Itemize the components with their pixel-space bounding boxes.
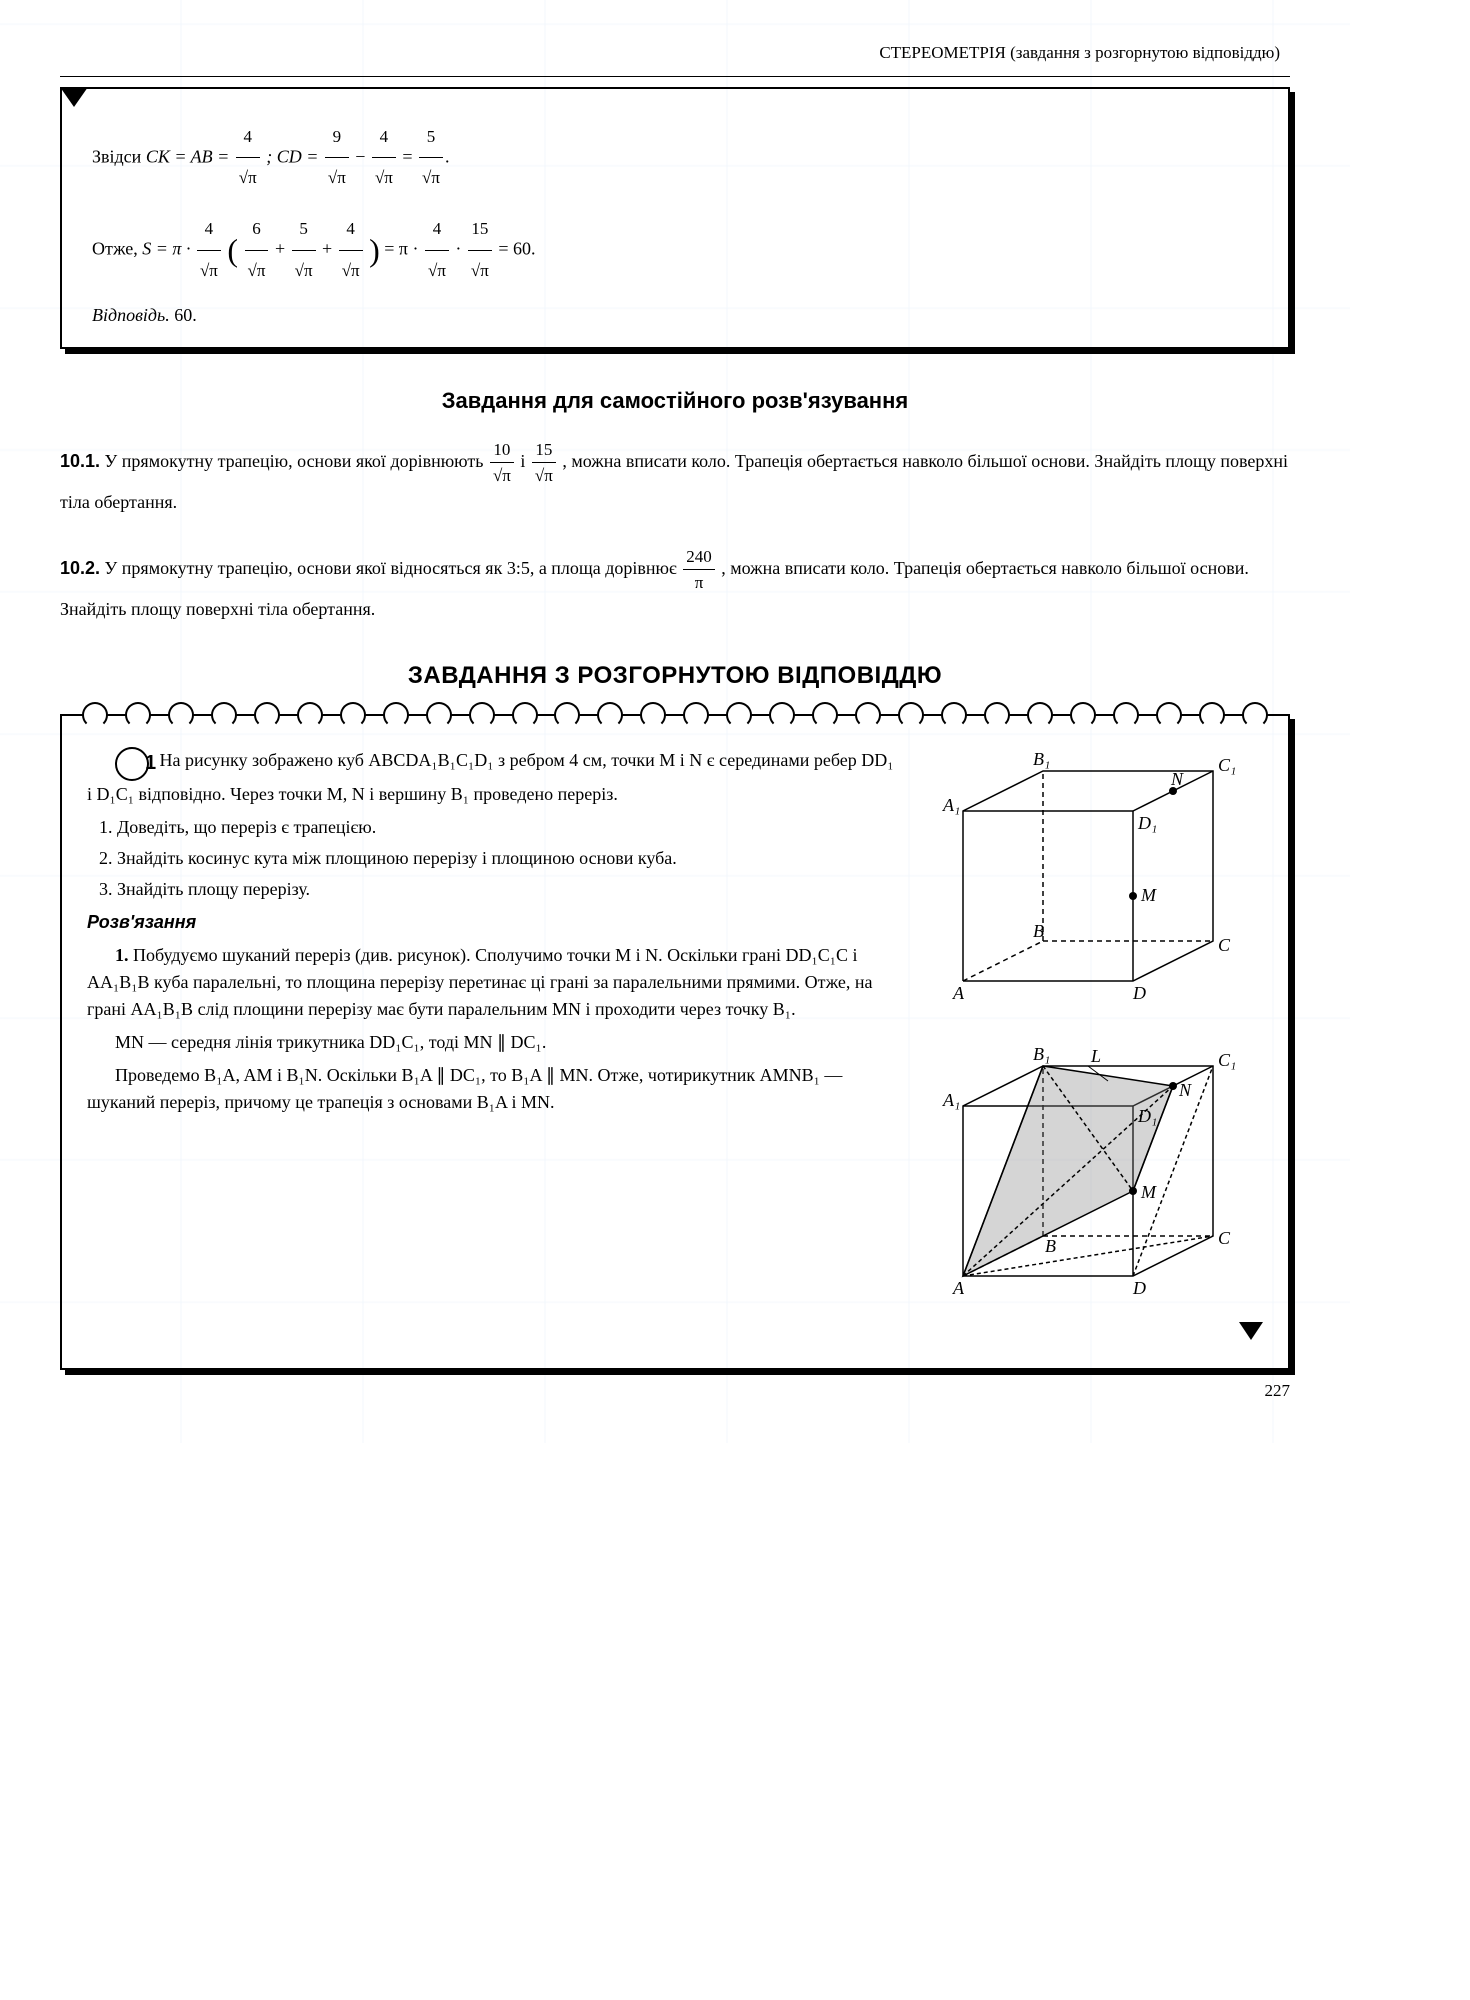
solution-paragraph-1: 1. Побудуємо шуканий переріз (див. рисун… (87, 942, 903, 1023)
svg-text:C₁: C₁ (1218, 755, 1236, 775)
svg-text:M: M (1140, 885, 1157, 905)
svg-text:B₁: B₁ (1033, 749, 1050, 769)
section-title-detailed-answer: ЗАВДАННЯ З РОЗГОРНУТОЮ ВІДПОВІДДЮ (60, 658, 1290, 694)
eq: S = π · (142, 239, 190, 259)
op: + (322, 239, 337, 259)
svg-text:D₁: D₁ (1137, 1106, 1157, 1126)
problem-number: 10.1. (60, 451, 100, 471)
fraction: 4√π (372, 117, 396, 200)
task-question-3: Знайдіть площу перерізу. (117, 876, 903, 903)
text: Отже, (92, 239, 138, 259)
task-intro: На рисунку зображено куб ABCDA₁B₁C₁D₁ з … (87, 750, 894, 804)
svg-text:N: N (1170, 769, 1184, 789)
fraction: 240π (683, 544, 715, 596)
fraction: 15√π (468, 209, 492, 292)
op: = π · (384, 239, 418, 259)
text: Звідси (92, 146, 141, 166)
fraction: 5√π (292, 209, 316, 292)
eq: CK = AB = (146, 146, 229, 166)
svg-text:D: D (1132, 1278, 1146, 1298)
op: · (455, 239, 466, 259)
svg-text:B: B (1045, 1236, 1056, 1256)
chapter-title: СТЕРЕОМЕТРІЯ (879, 43, 1006, 62)
svg-text:C: C (1218, 935, 1231, 955)
svg-text:A₁: A₁ (942, 795, 960, 815)
fraction: 6√π (245, 209, 269, 292)
problem-10-1: 10.1. У прямокутну трапецію, основи якої… (60, 437, 1290, 516)
task-number-circle: 1 (115, 747, 149, 781)
cube-diagram-1: A B C D A₁ B₁ C₁ D₁ M N (923, 741, 1243, 1011)
answer-label: Відповідь. (92, 305, 170, 325)
chapter-subtitle: (завдання з розгорнутою відповіддю) (1010, 43, 1280, 62)
svg-text:L: L (1090, 1046, 1101, 1066)
task-question-1: Доведіть, що переріз є трапецією. (117, 814, 903, 841)
solution-paragraph-3: Проведемо B₁A, AM і B₁N. Оскільки B₁A ∥ … (87, 1062, 903, 1116)
page-number: 227 (60, 1378, 1290, 1404)
op: = (402, 146, 417, 166)
svg-text:C: C (1218, 1228, 1231, 1248)
eq: ; CD = (266, 146, 318, 166)
paren: ( (227, 232, 238, 268)
fraction: 9√π (325, 117, 349, 200)
fraction: 4√π (197, 209, 221, 292)
triangle-marker-bottom (1239, 1322, 1263, 1340)
page-header: СТЕРЕОМЕТРІЯ (завдання з розгорнутою від… (60, 40, 1290, 66)
svg-text:A: A (952, 1278, 965, 1298)
solution-line-1: Звідси CK = AB = 4√π ; CD = 9√π − 4√π = … (92, 117, 1258, 200)
task-figures-column: A B C D A₁ B₁ C₁ D₁ M N (923, 741, 1263, 1321)
triangle-marker-top (60, 87, 88, 107)
task-questions-list: Доведіть, що переріз є трапецією. Знайді… (117, 814, 903, 903)
task-question-2: Знайдіть косинус кута між площиною перер… (117, 845, 903, 872)
svg-text:A₁: A₁ (942, 1090, 960, 1110)
fraction: 4√π (339, 209, 363, 292)
op: + (275, 239, 290, 259)
fraction: 15√π (532, 437, 556, 489)
svg-text:B₁: B₁ (1033, 1044, 1050, 1064)
text: У прямокутну трапецію, основи якої дорів… (105, 451, 484, 471)
problem-10-2: 10.2. У прямокутну трапецію, основи якої… (60, 544, 1290, 623)
svg-text:N: N (1178, 1080, 1192, 1100)
result: = 60. (498, 239, 535, 259)
solution-label: Розв'язання (87, 909, 903, 936)
spiral-notebook-box: 1 На рисунку зображено куб ABCDA₁B₁C₁D₁ … (60, 714, 1290, 1370)
section-title-self-solve: Завдання для самостійного розв'язування (60, 384, 1290, 417)
triangle-marker-bottom-wrap (87, 1321, 1263, 1348)
svg-text:M: M (1140, 1182, 1157, 1202)
problem-number: 10.2. (60, 558, 100, 578)
solution-paragraph-2: MN — середня лінія трикутника DD₁C₁, тод… (87, 1029, 903, 1056)
op: − (355, 146, 370, 166)
fraction: 4√π (425, 209, 449, 292)
spiral-binding (82, 702, 1268, 728)
svg-text:D: D (1132, 983, 1146, 1003)
svg-text:D₁: D₁ (1137, 813, 1157, 833)
header-rule (60, 76, 1290, 77)
fraction: 10√π (490, 437, 514, 489)
svg-text:B: B (1033, 921, 1044, 941)
text: У прямокутну трапецію, основи якої відно… (105, 558, 677, 578)
answer-line: Відповідь. 60. (92, 302, 1258, 329)
fraction: 4√π (236, 117, 260, 200)
svg-text:A: A (952, 983, 965, 1003)
paren: ) (369, 232, 380, 268)
solution-line-2: Отже, S = π · 4√π ( 6√π + 5√π + 4√π ) = … (92, 209, 1258, 292)
svg-text:C₁: C₁ (1218, 1050, 1236, 1070)
solution-box: Звідси CK = AB = 4√π ; CD = 9√π − 4√π = … (60, 87, 1290, 349)
cube-diagram-2: A B C D A₁ B₁ C₁ D₁ M N L (923, 1026, 1243, 1306)
answer-value: 60. (174, 305, 197, 325)
task-text-column: 1 На рисунку зображено куб ABCDA₁B₁C₁D₁ … (87, 741, 903, 1321)
text: і (520, 451, 525, 471)
fraction: 5√π (419, 117, 443, 200)
